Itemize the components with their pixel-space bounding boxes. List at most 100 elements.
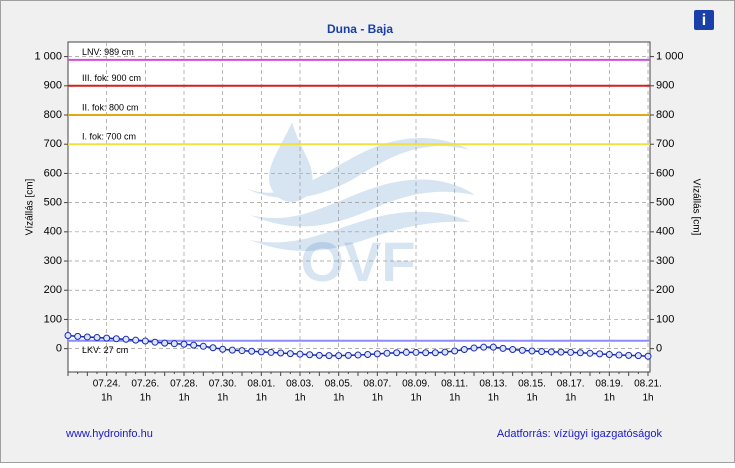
data-point: [634, 352, 642, 360]
data-point: [470, 344, 478, 352]
x-tick-sublabel: 1h: [372, 393, 383, 404]
data-point: [344, 351, 352, 359]
y-tick-label: 1 000: [34, 51, 62, 63]
threshold-label: II. fok: 800 cm: [82, 102, 139, 112]
y-tick-label: 700: [44, 138, 62, 150]
y2-tick-label: 800: [656, 109, 674, 121]
x-tick-sublabel: 1h: [526, 393, 537, 404]
data-point: [373, 350, 381, 358]
x-tick-sublabel: 1h: [449, 393, 460, 404]
y2-tick-label: 700: [656, 138, 674, 150]
data-point: [393, 349, 401, 357]
x-tick-label: 08.19.: [595, 379, 623, 390]
footer-link[interactable]: www.hydroinfo.hu: [65, 428, 153, 440]
y2-tick-label: 400: [656, 226, 674, 238]
data-point: [576, 349, 584, 357]
y-tick-label: 300: [44, 255, 62, 267]
data-point: [596, 350, 604, 358]
data-point: [422, 349, 430, 357]
data-point: [141, 337, 149, 345]
data-point: [190, 341, 198, 349]
data-point: [277, 349, 285, 357]
data-point: [248, 347, 256, 355]
data-point: [605, 350, 613, 358]
data-point: [64, 331, 72, 339]
data-point: [306, 351, 314, 359]
data-point: [83, 333, 91, 341]
y2-tick-label: 500: [656, 197, 674, 209]
x-tick-label: 08.21.: [634, 379, 662, 390]
y-axis-label: Vízállás [cm]: [25, 178, 36, 235]
data-point: [615, 351, 623, 359]
data-point: [180, 340, 188, 348]
data-point: [296, 350, 304, 358]
x-tick-label: 07.26.: [131, 379, 159, 390]
x-tick-label: 08.05.: [325, 379, 353, 390]
x-tick-sublabel: 1h: [256, 393, 267, 404]
chart-title: Duna - Baja: [327, 22, 393, 36]
data-point: [625, 351, 633, 359]
x-tick-label: 08.01.: [247, 379, 275, 390]
x-tick-sublabel: 1h: [294, 393, 305, 404]
y-tick-label: 200: [44, 284, 62, 296]
x-tick-label: 07.24.: [93, 379, 121, 390]
info-icon[interactable]: i: [702, 12, 706, 29]
data-point: [441, 348, 449, 356]
x-tick-sublabel: 1h: [217, 393, 228, 404]
y-tick-label: 500: [44, 197, 62, 209]
x-tick-sublabel: 1h: [604, 393, 615, 404]
y-tick-label: 900: [44, 80, 62, 92]
data-point: [325, 352, 333, 360]
y2-tick-label: 600: [656, 167, 674, 179]
x-tick-sublabel: 1h: [410, 393, 421, 404]
data-point: [219, 345, 227, 353]
x-tick-label: 08.03.: [286, 379, 314, 390]
data-point: [383, 349, 391, 357]
data-point: [228, 346, 236, 354]
y2-tick-label: 300: [656, 255, 674, 267]
data-point: [112, 335, 120, 343]
data-point: [451, 347, 459, 355]
data-point: [199, 342, 207, 350]
data-point: [364, 350, 372, 358]
y-tick-label: 600: [44, 167, 62, 179]
threshold-label: I. fok: 700 cm: [82, 132, 136, 142]
x-tick-label: 08.07.: [363, 379, 391, 390]
data-point: [238, 347, 246, 355]
info-button[interactable]: [694, 10, 714, 30]
data-point: [103, 334, 111, 342]
x-tick-sublabel: 1h: [333, 393, 344, 404]
data-point: [509, 346, 517, 354]
footer-source: Adatforrás: vízügyi igazgatóságok: [497, 428, 663, 440]
y-tick-label: 400: [44, 226, 62, 238]
data-point: [480, 343, 488, 351]
x-tick-sublabel: 1h: [642, 393, 653, 404]
y2-tick-label: 200: [656, 284, 674, 296]
data-point: [93, 334, 101, 342]
data-point: [460, 346, 468, 354]
x-tick-label: 08.13.: [479, 379, 507, 390]
data-point: [354, 351, 362, 359]
y2-tick-label: 100: [656, 313, 674, 325]
data-point: [286, 350, 294, 358]
data-point: [122, 335, 130, 343]
y-tick-label: 100: [44, 313, 62, 325]
data-point: [547, 348, 555, 356]
threshold-label: LKV: 27 cm: [82, 345, 128, 355]
data-point: [644, 352, 652, 360]
y-tick-label: 800: [44, 109, 62, 121]
x-tick-label: 08.09.: [402, 379, 430, 390]
data-point: [151, 338, 159, 346]
data-point: [538, 348, 546, 356]
y2-axis-label: Vízállás [cm]: [690, 179, 701, 236]
x-tick-label: 07.30.: [209, 379, 237, 390]
data-point: [315, 351, 323, 359]
y2-tick-label: 0: [656, 343, 662, 355]
data-point: [170, 340, 178, 348]
data-point: [402, 348, 410, 356]
data-point: [257, 348, 265, 356]
x-tick-sublabel: 1h: [565, 393, 576, 404]
data-point: [412, 348, 420, 356]
y2-tick-label: 900: [656, 80, 674, 92]
